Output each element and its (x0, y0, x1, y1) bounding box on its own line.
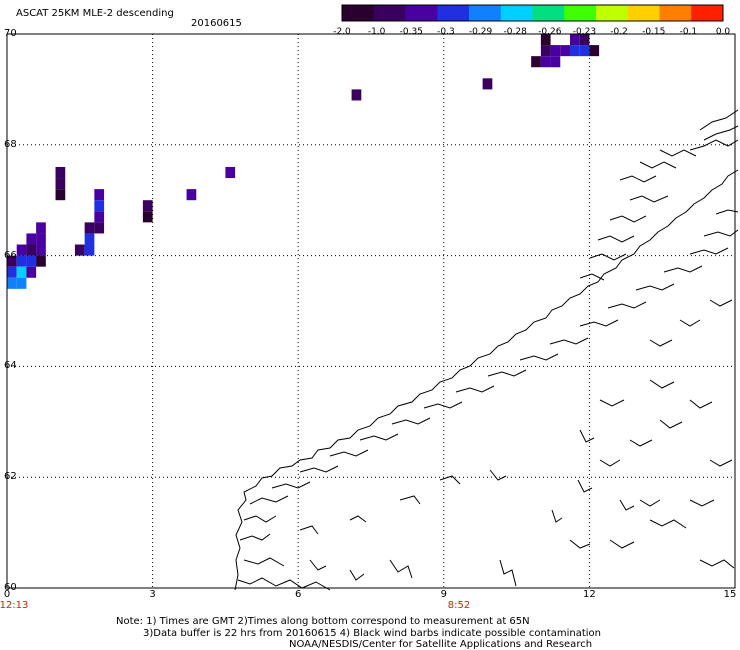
map-date: 20160615 (191, 18, 242, 29)
data-cell (84, 222, 95, 234)
colorbar-label: -0.2 (610, 27, 628, 37)
colorbar-segment (342, 5, 375, 21)
lat-tick-label: 66 (4, 249, 17, 261)
data-cell (94, 211, 105, 223)
lat-tick-label: 68 (4, 138, 17, 150)
data-cell (531, 56, 541, 68)
lat-tick-label: 64 (4, 360, 17, 372)
data-cells (7, 34, 600, 289)
data-cell (142, 200, 153, 212)
data-cell (16, 277, 27, 289)
lat-tick-label: 60 (4, 582, 17, 593)
data-cell (94, 222, 105, 234)
data-cell (550, 56, 561, 68)
data-cell (74, 244, 85, 256)
data-cell (7, 266, 17, 278)
data-cell (7, 277, 17, 289)
colorbar-border (341, 4, 724, 22)
lat-tick-label: 62 (4, 471, 17, 483)
data-cell (540, 45, 551, 57)
colorbar-label: -0.15 (642, 27, 666, 37)
lon-tick-label: 0 (3, 589, 11, 600)
colorbar-segment (532, 5, 565, 21)
data-cell (569, 34, 580, 46)
note-line-3: NOAA/NESDIS/Center for Satellite Applica… (289, 639, 593, 650)
data-cell (84, 244, 95, 256)
data-cell (16, 266, 27, 278)
colorbar-segment (437, 5, 470, 21)
lon-tick-label: 9 (440, 589, 447, 600)
data-cell (55, 189, 66, 201)
colorbar-segment (373, 5, 406, 21)
data-cell (84, 233, 95, 245)
data-cell (225, 166, 236, 179)
lon-tick-label: 12 (583, 589, 596, 600)
colorbar-label: -1.0 (367, 27, 386, 37)
colorbar-segment (564, 5, 597, 21)
data-cell (55, 166, 66, 179)
lon-tick-label: 3 (149, 589, 156, 600)
data-cell (351, 89, 362, 101)
data-cell (36, 233, 46, 245)
data-cell (560, 45, 570, 57)
data-cell (550, 45, 561, 57)
grid-lines (6, 33, 736, 589)
data-cell (26, 255, 37, 267)
colorbar-segment (627, 5, 660, 21)
data-cell (16, 244, 27, 256)
colorbar-segment (659, 5, 692, 21)
colorbar-label: -2.0 (333, 27, 351, 37)
data-cell (142, 211, 153, 223)
data-cell (26, 244, 37, 256)
data-cell (16, 255, 27, 267)
colorbar-label: 0.0 (715, 27, 731, 37)
time-label-start: 12:13 (0, 600, 29, 611)
colorbar-segment (405, 5, 438, 21)
data-cell (569, 45, 580, 57)
colorbar-label: -0.1 (679, 27, 698, 37)
data-cell (589, 45, 600, 57)
data-cell (482, 78, 493, 90)
colorbar-label: -0.3 (437, 27, 455, 37)
colorbar-label: -0.35 (399, 27, 423, 37)
colorbar-segment (596, 5, 629, 21)
note-line-2: 3)Data buffer is 22 hrs from 20160615 4)… (143, 628, 601, 639)
lat-tick-label: 70 (4, 28, 17, 39)
data-cell (94, 189, 105, 201)
colorbar-label: -0.26 (538, 27, 562, 37)
lon-tick-label: 6 (295, 589, 302, 600)
colorbar-label: -0.29 (468, 27, 493, 37)
map-frame (6, 33, 736, 589)
data-cell (36, 222, 46, 234)
colorbar-segment (500, 5, 533, 21)
data-cell (36, 255, 46, 267)
data-cell (26, 233, 37, 245)
data-cell (26, 266, 37, 278)
colorbar (341, 4, 724, 22)
time-label-mid: 8:52 (447, 600, 471, 611)
colorbar-segment (469, 5, 502, 21)
data-cell (36, 244, 46, 256)
colorbar-label: -0.28 (503, 27, 527, 37)
data-cell (540, 56, 551, 68)
data-cell (55, 178, 66, 190)
data-cell (94, 200, 105, 212)
map-title: ASCAT 25KM MLE-2 descending (16, 8, 174, 19)
data-cell (7, 255, 17, 267)
data-cell (186, 189, 197, 201)
data-cell (579, 34, 590, 46)
coastline (234, 109, 739, 591)
note-line-1: Note: 1) Times are GMT 2)Times along bot… (116, 616, 530, 627)
colorbar-label: -0.23 (572, 27, 597, 37)
colorbar-segment (691, 5, 724, 21)
lon-tick-label: 15 (723, 589, 737, 600)
data-cell (579, 45, 590, 57)
data-cell (540, 34, 551, 46)
